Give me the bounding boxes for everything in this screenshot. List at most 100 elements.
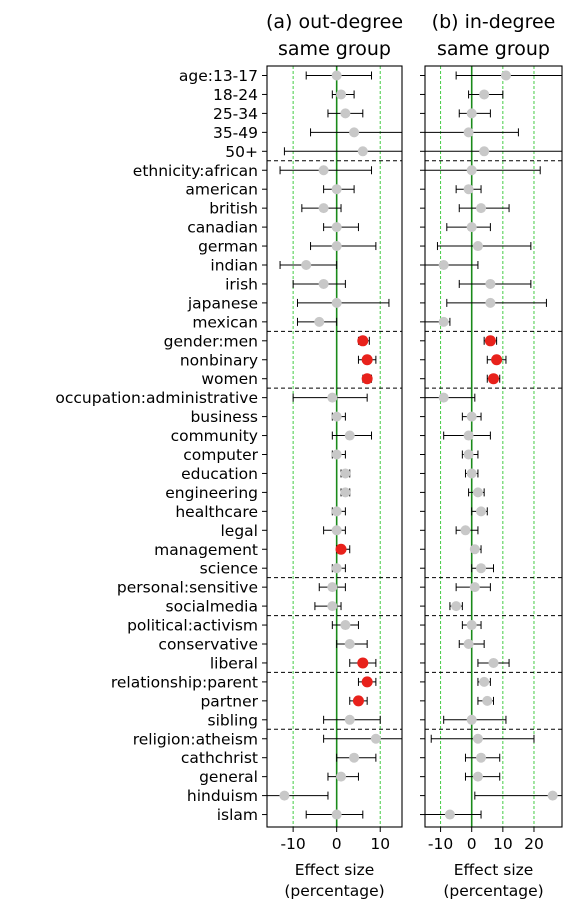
point [466,620,477,631]
point [472,487,483,498]
row-label: mexican [192,313,258,331]
row-label: hinduism [187,787,258,805]
point [460,525,471,536]
point [476,563,487,574]
row-label: socialmedia [166,598,258,616]
row-label: liberal [210,654,258,672]
point [340,468,351,479]
point [444,809,455,820]
panel-subtitle: same group [437,38,550,60]
row-label: computer [183,446,258,464]
x-tick-label: -10 [280,835,305,853]
row-label: ethnicity:african [133,162,258,180]
point [547,790,558,801]
row-label: sibling [208,711,259,729]
point [336,89,347,100]
row-label: indian [210,257,258,275]
point [485,278,496,289]
point [463,449,474,460]
point [463,639,474,649]
point [466,714,477,725]
x-tick-label: 20 [524,835,544,853]
x-tick-label: 0 [332,835,342,853]
point [466,108,477,119]
point [479,676,490,687]
point [463,127,474,138]
point [344,639,355,649]
point [472,771,483,782]
point [466,165,477,176]
panel-title: (b) in-degree [432,11,556,33]
point [331,809,342,820]
row-label: legal [221,522,259,540]
point [340,108,351,119]
panel-out-degree: (a) out-degree same group -10 0 10 Effect siz… [262,11,403,900]
point [331,297,342,308]
point [485,297,496,308]
point [327,392,338,403]
point [488,657,499,668]
point [476,506,487,517]
row-label: business [190,408,258,426]
point [438,316,449,327]
plot-frame [266,65,403,828]
x-axis-label: Effect size [454,861,534,879]
point [331,222,342,233]
point [451,601,462,612]
row-label: general [199,768,258,786]
point [344,430,355,441]
row-label: gender:men [164,332,258,350]
point [349,127,360,138]
point [479,89,490,100]
row-label: science [200,560,258,578]
row-labels: age:13-1718-2425-3435-4950+ethnicity:afr… [55,67,258,824]
x-tick-label: 0 [467,835,477,853]
row-label: occupation:administrative [55,389,258,407]
row-label: personal:sensitive [117,579,258,597]
row-label: religion:atheism [133,730,258,748]
point [318,203,329,214]
point [482,695,493,706]
x-tick-label: -10 [428,835,453,853]
point [314,316,325,327]
row-label: irish [225,275,258,293]
row-label: islam [217,806,258,824]
point [463,184,474,195]
point [331,411,342,422]
point [466,222,477,233]
plot-frame [424,65,563,828]
point [463,430,474,441]
significant-point [361,676,373,688]
row-label: relationship:parent [111,673,258,691]
point [479,146,490,157]
point [331,506,342,517]
point [466,468,477,479]
point [472,241,483,252]
x-axis-label: (percentage) [284,882,384,900]
significant-point [484,335,496,347]
x-tick-label: 10 [370,835,390,853]
point [466,411,477,422]
point [472,733,483,744]
significant-point [361,373,373,385]
row-label: british [209,200,258,218]
point [331,70,342,81]
point [331,563,342,574]
significant-point [357,657,369,669]
significant-point [335,543,347,555]
row-label: american [185,181,258,199]
row-label: community [171,427,258,445]
point [331,525,342,536]
point [331,184,342,195]
point [438,260,449,270]
row-label: canadian [187,219,258,237]
point [357,146,368,157]
row-label: 25-34 [213,105,258,123]
row-label: women [201,370,258,388]
row-label: healthcare [175,503,258,521]
row-label: conservative [158,636,258,654]
row-label: education [181,465,258,483]
point [370,733,381,744]
point [331,449,342,460]
point [476,203,487,214]
